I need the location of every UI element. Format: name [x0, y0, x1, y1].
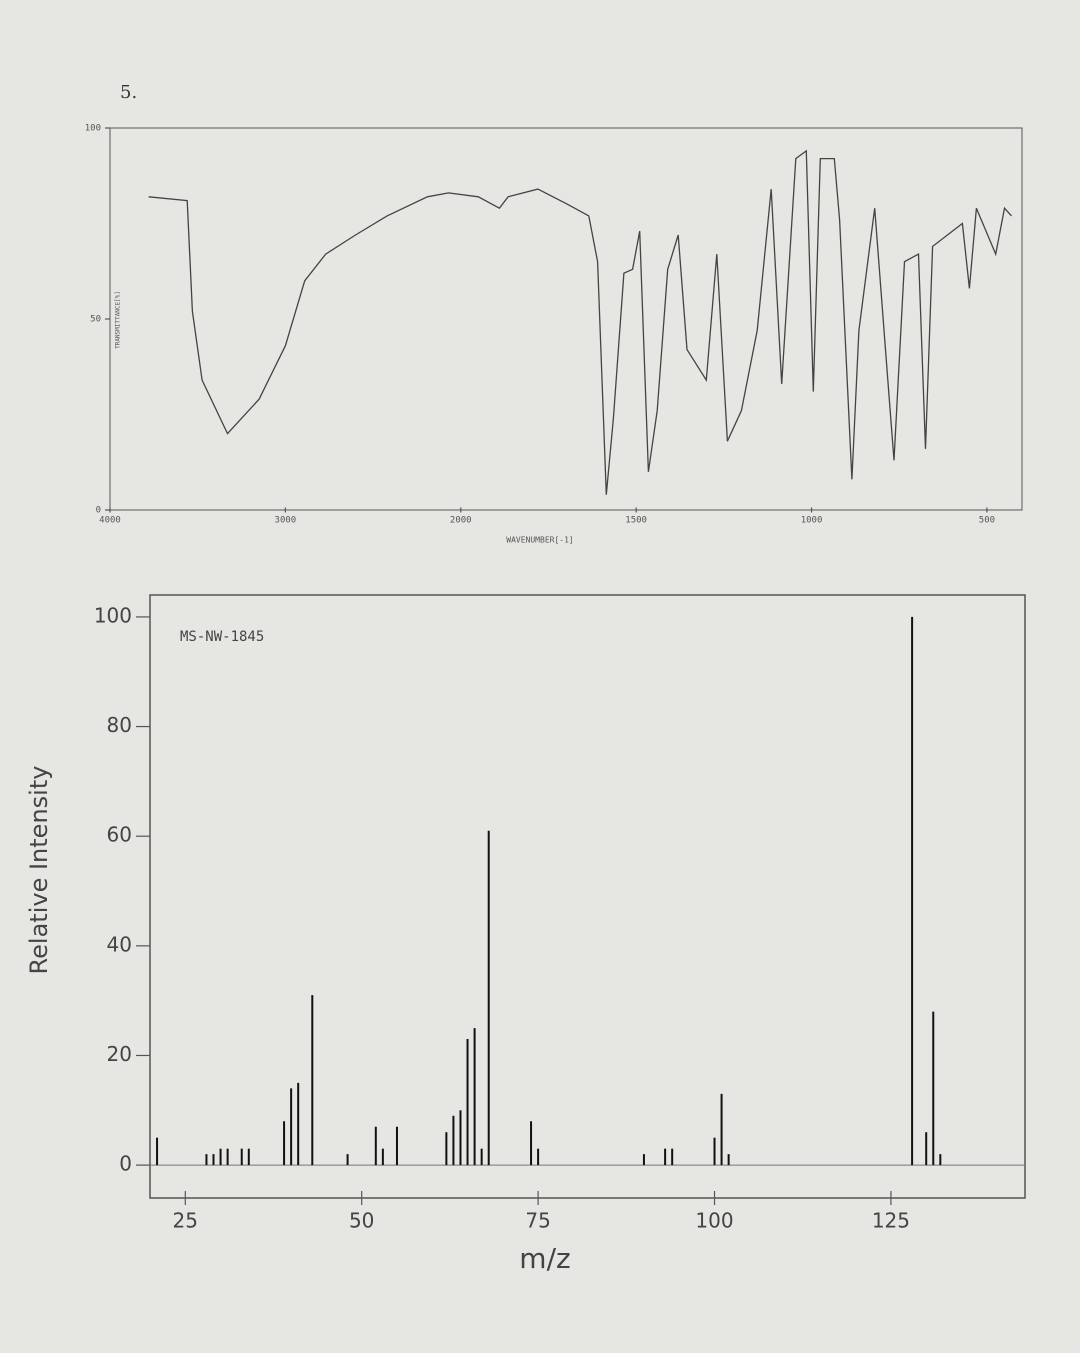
x-tick-label: 2000 — [450, 516, 472, 526]
y-tick-label: 40 — [107, 932, 132, 956]
x-tick-label: 500 — [979, 516, 995, 526]
x-tick-label: 75 — [525, 1209, 550, 1233]
y-tick-label: 0 — [96, 506, 101, 516]
chart-title: MS-NW-1845 — [180, 629, 264, 645]
y-axis-label: TRANSMITTANCE[%] — [115, 291, 122, 349]
x-tick-label: 1000 — [801, 516, 823, 526]
x-axis-label: WAVENUMBER[-1] — [506, 536, 573, 545]
page-label: 5. — [120, 82, 137, 103]
x-tick-label: 50 — [349, 1209, 374, 1233]
y-axis-label: Relative Intensity — [25, 766, 53, 975]
plot-frame — [149, 594, 1026, 1199]
y-tick-label: 80 — [107, 713, 132, 737]
y-tick-label: 20 — [107, 1042, 132, 1066]
spectrum-line — [148, 149, 1012, 495]
x-tick-label: 100 — [695, 1209, 733, 1233]
y-tick-label: 100 — [94, 603, 132, 627]
y-tick-label: 60 — [107, 823, 132, 847]
x-tick-label: 3000 — [275, 516, 297, 526]
y-tick-label: 0 — [119, 1152, 132, 1176]
x-axis-label: m/z — [519, 1242, 570, 1275]
x-tick-label: 4000 — [99, 516, 121, 526]
x-tick-label: 125 — [872, 1209, 910, 1233]
x-tick-label: 25 — [173, 1209, 198, 1233]
ms-chart: 0 20 40 60 80 100 25 50 75 100 125 m/z Relative Inte… — [25, 594, 1026, 1275]
ir-chart: 0 50 100 4000 3000 2000 1500 1000 500 WAVENUMBER[… — [85, 124, 1023, 545]
x-tick-label: 1500 — [625, 516, 647, 526]
y-tick-label: 100 — [85, 124, 101, 134]
y-tick-label: 50 — [90, 315, 101, 325]
